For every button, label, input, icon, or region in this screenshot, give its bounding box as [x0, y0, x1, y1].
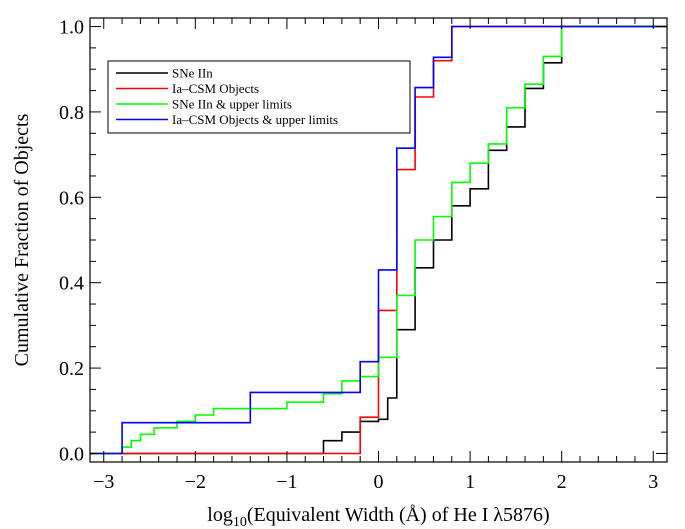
y-tick-label: 0.0 [59, 443, 84, 465]
legend-label: SNe IIn [172, 66, 213, 81]
x-tick-label: 2 [557, 471, 567, 493]
series-line-3 [90, 25, 667, 455]
x-tick-label: 0 [374, 471, 384, 493]
legend-label: Ia–CSM Objects [172, 81, 259, 96]
tick-layer [90, 18, 667, 462]
series-line-1 [90, 25, 667, 455]
y-tick-label: 0.6 [59, 187, 84, 209]
y-tick-label: 0.4 [59, 273, 84, 295]
y-tick-label: 1.0 [59, 17, 84, 39]
x-axis-title-rest: (Equivalent Width (Å) of He I λ5876) [247, 504, 550, 526]
x-tick-label: 3 [648, 471, 658, 493]
x-tick-label: 1 [465, 471, 475, 493]
series-line-2 [90, 25, 667, 455]
legend-label: SNe IIn & upper limits [172, 97, 292, 112]
x-tick-label: −3 [93, 471, 114, 493]
legend-label: Ia–CSM Objects & upper limits [172, 112, 338, 127]
series-layer [90, 25, 667, 455]
x-tick-label: −1 [276, 471, 297, 493]
x-axis-title-subscript: 10 [233, 515, 247, 529]
y-tick-label: 0.8 [59, 102, 84, 124]
x-axis-title: log10(Equivalent Width (Å) of He I λ5876… [207, 504, 549, 529]
x-tick-label: −2 [185, 471, 206, 493]
tick-label-layer: −3 −2 −1 0 1 2 3 0.0 0.2 0.4 0.6 0.8 1.0 [59, 17, 658, 493]
y-tick-label: 0.2 [59, 358, 84, 380]
y-axis-title: Cumulative Fraction of Objects [11, 113, 33, 366]
x-axis-title-prefix: log [207, 504, 233, 526]
